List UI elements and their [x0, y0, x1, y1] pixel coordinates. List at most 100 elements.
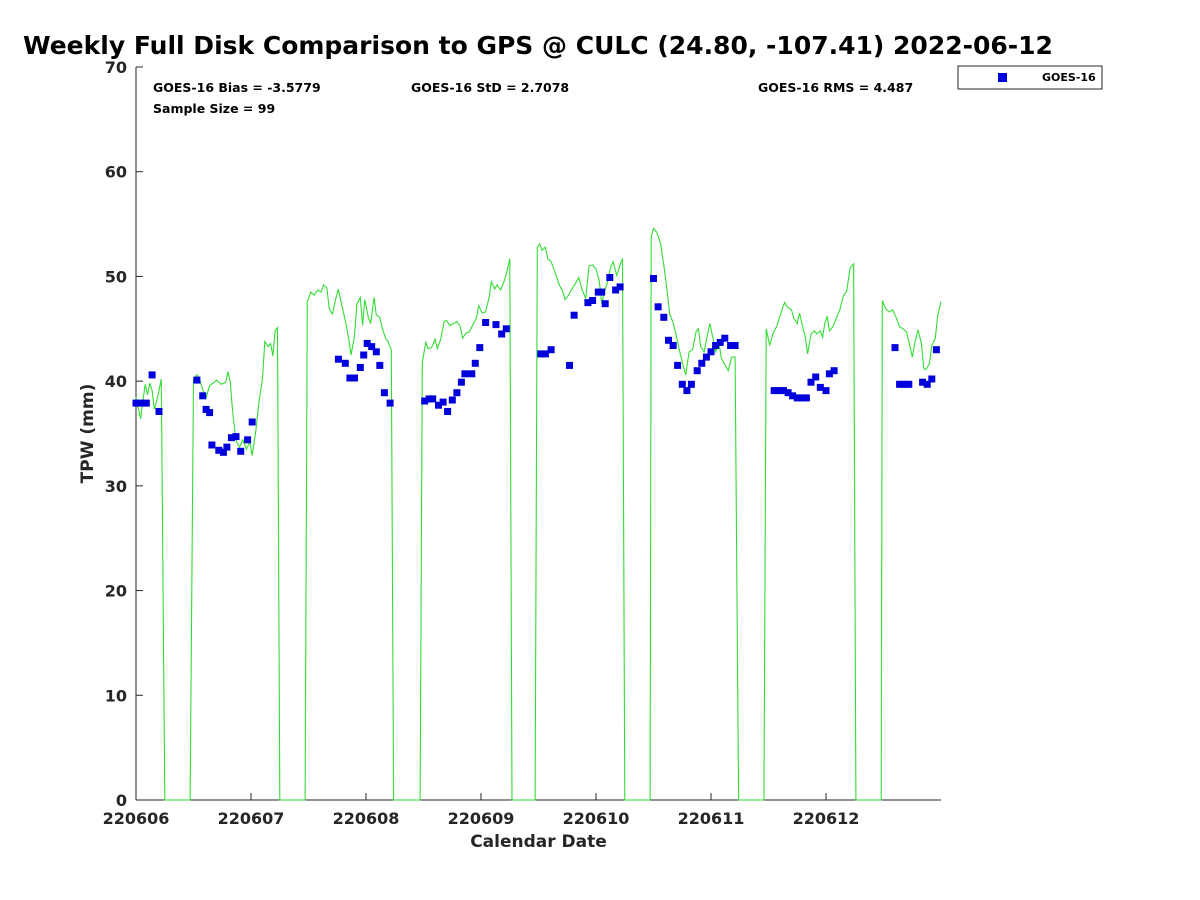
data-point — [435, 401, 442, 409]
x-tick-label: 220610 — [563, 809, 630, 828]
data-point — [244, 436, 252, 444]
y-tick-label: 10 — [105, 686, 127, 705]
data-point — [132, 399, 140, 407]
plot-area: 0 10 20 30 40 50 60 70 220606 220607 220608 220609… — [103, 58, 942, 828]
data-point — [650, 275, 657, 282]
chart-title: Weekly Full Disk Comparison to GPS @ CUL… — [23, 31, 1053, 60]
legend: GOES-16 — [957, 65, 1103, 90]
data-point — [816, 383, 824, 391]
data-point — [928, 375, 936, 383]
x-tick-label: 220607 — [218, 809, 285, 828]
data-point — [693, 367, 701, 375]
data-point — [457, 378, 465, 386]
series-line — [135, 227, 942, 801]
data-point — [702, 353, 710, 361]
data-point — [601, 300, 609, 308]
data-point — [780, 387, 787, 395]
data-point — [802, 394, 810, 402]
data-point — [598, 288, 606, 296]
data-point — [334, 355, 342, 363]
y-tick-label: 50 — [105, 267, 127, 286]
data-point — [155, 408, 163, 415]
data-point — [932, 346, 940, 354]
data-point — [731, 342, 739, 349]
data-point — [784, 389, 792, 397]
data-point — [541, 350, 549, 358]
data-point — [687, 380, 695, 388]
data-point — [341, 359, 349, 367]
data-point — [923, 380, 931, 388]
data-point — [215, 446, 223, 454]
data-point — [142, 399, 150, 407]
data-point — [612, 286, 620, 294]
x-tick-label: 220612 — [793, 809, 860, 828]
data-point — [360, 351, 368, 359]
data-point — [208, 441, 216, 449]
legend-marker-goes-16 — [998, 73, 1007, 82]
data-point — [698, 359, 706, 367]
legend-label-goes-16: GOES-16 — [1042, 71, 1096, 84]
data-point — [616, 283, 624, 291]
data-point — [674, 361, 682, 369]
data-point — [248, 418, 256, 426]
data-point — [346, 374, 354, 382]
data-point — [482, 319, 490, 326]
data-point — [683, 387, 691, 395]
data-point — [825, 370, 833, 378]
y-tick-label: 70 — [105, 58, 127, 77]
sample-size-stat: Sample Size = 99 — [153, 101, 275, 116]
data-point — [793, 394, 801, 402]
y-axis-ticks: 0 10 20 30 40 50 60 70 — [105, 58, 143, 810]
data-point — [770, 387, 778, 395]
x-tick-label: 220611 — [678, 809, 745, 828]
data-point — [900, 380, 908, 388]
data-point — [905, 380, 913, 388]
x-axis-label: Calendar Date — [470, 832, 607, 852]
data-point — [919, 378, 927, 386]
data-point — [368, 343, 376, 351]
data-point — [606, 274, 614, 281]
data-point — [570, 311, 578, 319]
x-tick-label: 220608 — [333, 809, 400, 828]
data-point — [439, 398, 447, 406]
data-point — [206, 409, 214, 417]
data-point — [476, 344, 484, 352]
y-tick-label: 40 — [105, 372, 127, 391]
data-point — [356, 364, 364, 371]
data-point — [665, 336, 672, 344]
data-point — [654, 303, 662, 311]
y-tick-label: 0 — [116, 791, 127, 810]
data-point — [137, 399, 145, 407]
data-point — [492, 321, 500, 329]
data-point — [789, 392, 797, 400]
y-tick-label: 60 — [105, 163, 127, 182]
data-point — [721, 334, 729, 342]
data-point — [232, 433, 240, 441]
x-tick-label: 220606 — [103, 809, 170, 828]
statistics-annotations: GOES-16 Bias = -3.5779 GOES-16 StD = 2.7… — [153, 80, 913, 116]
data-point — [830, 367, 838, 375]
data-point — [372, 348, 380, 356]
data-point — [219, 448, 227, 456]
y-tick-label: 20 — [105, 582, 127, 601]
data-point — [727, 342, 735, 349]
series-layer — [132, 227, 942, 801]
data-point — [448, 396, 456, 404]
data-point — [669, 342, 677, 349]
data-point — [660, 313, 668, 321]
data-point — [351, 374, 358, 382]
data-point — [584, 299, 592, 307]
data-point — [547, 346, 555, 354]
data-point — [798, 394, 806, 402]
data-point — [589, 297, 597, 304]
data-point — [199, 392, 207, 400]
x-axis-ticks: 220606 220607 220608 220609 220610 220611 2206… — [103, 793, 860, 828]
data-point — [193, 376, 201, 384]
data-point — [421, 397, 429, 405]
y-tick-label: 30 — [105, 477, 127, 496]
data-point — [775, 387, 783, 395]
legend-box — [957, 65, 1103, 90]
data-point — [386, 399, 394, 407]
data-point — [429, 395, 437, 403]
